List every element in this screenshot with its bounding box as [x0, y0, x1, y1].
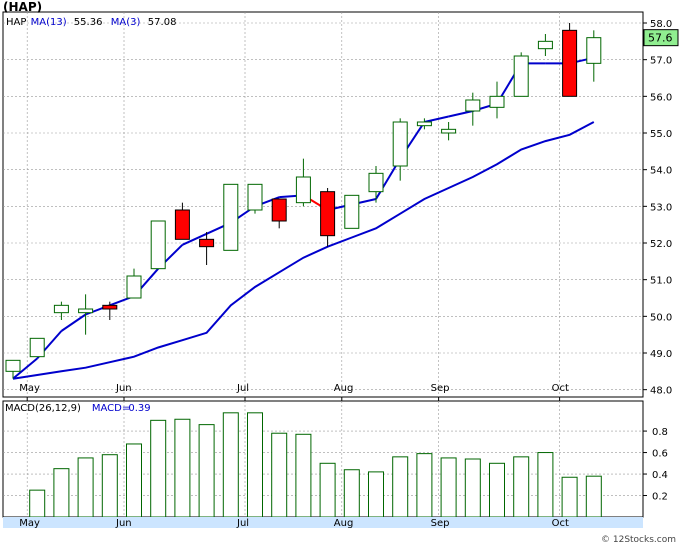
footer-month-label: Sep: [431, 518, 450, 529]
price-month-label: Sep: [431, 383, 450, 394]
price-tick-label: 51.0: [650, 276, 672, 287]
last-price-label: 57.6: [648, 32, 673, 45]
candle-body: [344, 194, 360, 229]
ma3-line-segment: [448, 110, 474, 118]
macd-bar: [77, 457, 94, 518]
price-tick-label: 55.0: [650, 129, 672, 140]
macd-legend-item: MACD(26,12,9): [5, 403, 81, 414]
candle-body: [416, 121, 432, 127]
ma3-line-segment: [181, 232, 208, 246]
macd-bar: [392, 456, 409, 518]
macd-bar: [271, 432, 288, 518]
candle-body: [392, 121, 408, 167]
price-tick-label: 57.0: [650, 56, 672, 67]
macd-bar: [126, 443, 142, 518]
macd-bar: [489, 462, 505, 518]
macd-bar: [295, 433, 312, 518]
candle-body: [223, 183, 239, 251]
footer-month-label: Oct: [552, 518, 569, 529]
chart-title: (HAP): [3, 0, 43, 14]
price-tick-label: 58.0: [650, 19, 672, 30]
candle-body: [295, 176, 311, 204]
footer-month-label: Aug: [334, 518, 354, 529]
ma3-line-segment: [424, 115, 449, 123]
price-tick-label: 49.0: [650, 349, 672, 360]
candle-body: [247, 183, 263, 211]
macd-tick-label: 0.4: [652, 470, 668, 481]
macd-bar: [174, 418, 191, 518]
candle-body: [586, 37, 602, 64]
ma3-line-segment: [60, 313, 87, 332]
price-legend-item: MA(13): [31, 17, 67, 28]
macd-legend-item: 0.39: [128, 403, 150, 414]
macd-bar: [198, 424, 215, 518]
candle-body: [174, 209, 190, 240]
candle-body: [102, 304, 118, 310]
candle-body: [441, 128, 457, 134]
price-legend-item: MA(3): [111, 17, 141, 28]
macd-bar: [368, 471, 384, 518]
price-month-label: Aug: [334, 383, 354, 394]
price-tick-label: 52.0: [650, 239, 672, 250]
macd-bar: [319, 462, 336, 518]
candle-body: [53, 304, 69, 314]
candle-body: [465, 99, 481, 112]
last-price-box: [643, 29, 679, 47]
candle-body: [5, 359, 21, 372]
price-month-label: May: [19, 383, 40, 394]
candle-body: [537, 40, 553, 50]
price-tick-label: 54.0: [650, 166, 672, 177]
macd-legend-item: MACD=: [92, 403, 130, 414]
price-tick-label: 53.0: [650, 202, 672, 213]
macd-bar: [561, 476, 578, 518]
macd-bar: [537, 452, 554, 518]
price-tick-label: 48.0: [650, 386, 672, 397]
macd-tick-label: 0.8: [652, 427, 668, 438]
price-month-label: Jun: [115, 383, 132, 394]
macd-bar: [464, 458, 481, 518]
macd-bar: [29, 489, 46, 518]
price-legend-item: HAP: [6, 17, 26, 28]
macd-bar: [150, 419, 167, 518]
candle-body: [513, 55, 529, 97]
macd-bar: [222, 412, 239, 518]
macd-tick-label: 0.6: [652, 449, 668, 460]
candle-body: [29, 337, 45, 358]
macd-bar: [343, 469, 360, 518]
candle-body: [78, 308, 94, 314]
footer-month-label: Jul: [236, 518, 249, 529]
footer-month-label: Jun: [115, 518, 132, 529]
ma3-line-segment: [12, 357, 38, 380]
ma13-line: [12, 121, 595, 380]
macd-bar: [416, 453, 433, 518]
macd-bar: [585, 475, 602, 518]
price-month-label: Jul: [236, 383, 249, 394]
macd-tick-label: 0.2: [652, 492, 668, 503]
macd-bar: [513, 456, 530, 518]
copyright-text: © 12Stocks.com: [601, 535, 676, 545]
candle-body: [562, 29, 578, 97]
candle-body: [150, 220, 166, 270]
candle-body: [126, 275, 142, 299]
footer-band: [3, 517, 643, 528]
price-tick-label: 50.0: [650, 312, 672, 323]
candle-body: [271, 198, 287, 222]
candle-body: [199, 238, 215, 248]
candle-body: [320, 191, 336, 237]
macd-bar: [247, 412, 263, 518]
price-legend-item: 55.36: [74, 17, 103, 28]
price-month-label: Oct: [552, 383, 569, 394]
candle-body: [489, 95, 505, 108]
price-tick-label: 56.0: [650, 92, 672, 103]
macd-bar: [53, 468, 70, 518]
candle-body: [368, 172, 384, 193]
macd-bar: [440, 457, 457, 518]
macd-bar: [101, 454, 118, 518]
footer-month-label: May: [19, 518, 40, 529]
price-legend-item: 57.08: [148, 17, 177, 28]
